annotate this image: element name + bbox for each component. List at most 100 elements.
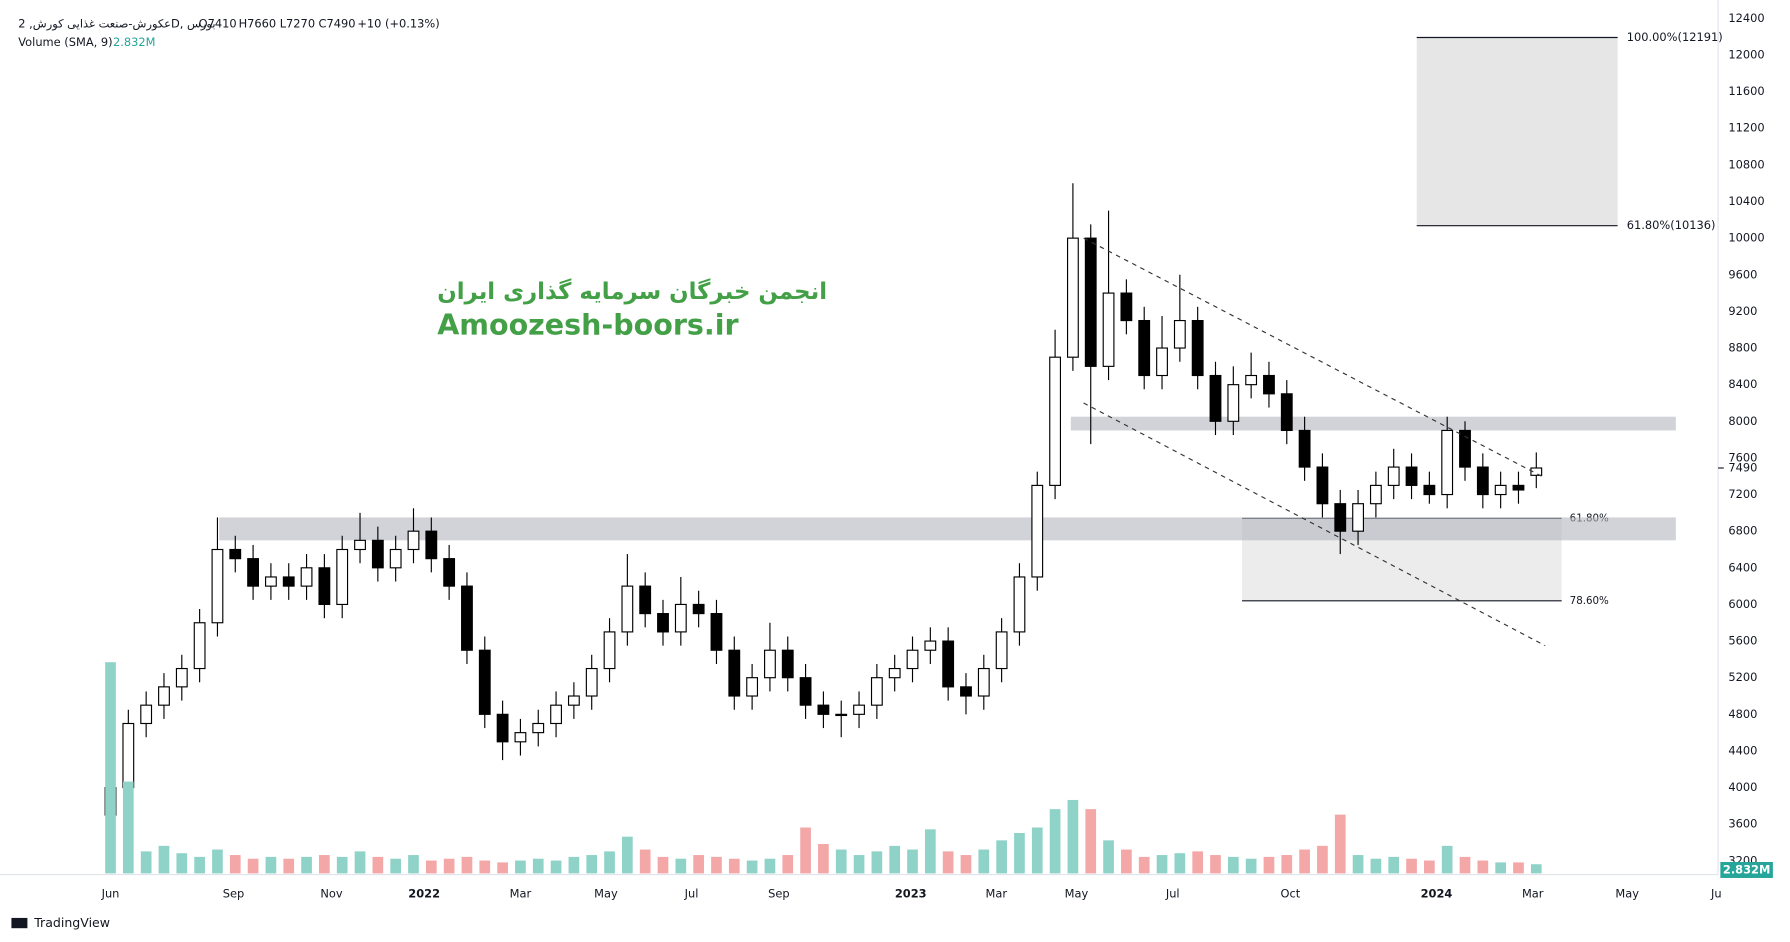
volume-bar: [1192, 851, 1204, 874]
x-tick-label: 2024: [1421, 886, 1453, 900]
candle-body: [1227, 384, 1240, 422]
symbol: عکورش-صنعت غذایی کورش, 2D, بورس: [18, 17, 215, 32]
candle-body: [175, 667, 188, 688]
change-label: +10 (+0.13%): [357, 17, 439, 31]
y-tick-label: 5200: [1728, 670, 1757, 684]
volume-bar: [1174, 853, 1186, 874]
volume-bar: [336, 856, 348, 874]
ohlc-label: O7410: [199, 17, 237, 31]
brand: TradingView: [33, 915, 110, 930]
volume-bar: [354, 851, 366, 874]
zone: [219, 517, 1676, 541]
volume-bar: [425, 860, 437, 874]
candle-body: [710, 613, 723, 651]
trendline: [1083, 237, 1542, 477]
volume-bar: [1263, 856, 1275, 874]
candle-body: [193, 622, 206, 670]
fib-box: [1416, 37, 1618, 226]
candle-body: [1013, 576, 1026, 633]
candle-body: [1031, 484, 1044, 578]
zone: [1070, 416, 1676, 431]
fib-label: 78.60%: [1570, 595, 1609, 607]
volume-bar: [853, 855, 865, 874]
y-tick-label: 6000: [1728, 597, 1757, 611]
x-tick-label: Oct: [1280, 886, 1300, 900]
volume-bar: [212, 849, 223, 874]
candle-body: [1120, 292, 1133, 322]
y-tick-label: 12000: [1728, 47, 1764, 61]
candle-body: [1459, 429, 1471, 468]
candle-body: [888, 667, 901, 679]
volume-bar: [960, 855, 972, 874]
volume-bar: [604, 851, 615, 874]
plot: O7410 H7660 L7270 C7490 +10 (+0.13%)32003600…: [101, 11, 1773, 900]
y-tick-label: 6400: [1728, 560, 1757, 574]
ohlc-label: L7270: [280, 17, 315, 31]
volume-bar: [1424, 860, 1435, 874]
candle-body: [1173, 319, 1186, 349]
volume-bar: [1513, 862, 1524, 874]
volume-bar: [1227, 856, 1239, 874]
x-tick-label: Sep: [223, 886, 245, 900]
candle-body: [1494, 484, 1507, 496]
volume-bar: [996, 840, 1007, 874]
candle-body: [1423, 484, 1436, 496]
candle-body: [603, 631, 616, 670]
volume-bar: [408, 855, 419, 874]
volume-bar: [497, 862, 508, 874]
volume-bar: [907, 849, 918, 874]
volume-bar: [1477, 860, 1489, 874]
y-tick-label: 4400: [1728, 743, 1757, 757]
x-tick-label: May: [1615, 886, 1639, 900]
candle-body: [1352, 503, 1364, 532]
candle-body: [746, 677, 759, 697]
brand-logo: [11, 917, 28, 929]
fib-label: 61.80%(10136): [1627, 218, 1716, 232]
volume-bar: [1031, 827, 1043, 874]
volume-bar: [105, 662, 116, 874]
volume-bar: [1085, 809, 1097, 874]
volume-bar: [319, 855, 330, 874]
x-tick-label: Mar: [986, 886, 1008, 900]
volume-bar: [1210, 855, 1221, 874]
y-tick-label: 10800: [1728, 157, 1764, 171]
candle-body: [657, 613, 669, 633]
volume-bar: [247, 858, 259, 874]
y-tick-label: 11600: [1728, 84, 1764, 98]
volume-bar: [140, 851, 152, 874]
candle-body: [211, 548, 224, 624]
volume-bar: [301, 856, 312, 874]
volume-bar: [924, 829, 936, 874]
x-tick-label: Mar: [510, 886, 532, 900]
volume-bar: [443, 858, 455, 874]
volume-bar: [657, 856, 669, 874]
candle-body: [550, 704, 562, 725]
volume-bar: [158, 845, 170, 874]
y-tick-label: 12400: [1728, 11, 1764, 25]
volume-bar: [1459, 856, 1471, 874]
candle-body: [532, 722, 545, 734]
volume-bar: [1121, 849, 1132, 874]
candle-body: [1369, 484, 1382, 505]
candle-body: [1245, 374, 1258, 386]
y-tick-label: 7200: [1728, 487, 1757, 501]
volume-bar: [1299, 849, 1310, 874]
candle-body: [1209, 374, 1222, 422]
x-tick-label: Jun: [101, 886, 120, 900]
fib-label: 100.00%(12191): [1627, 30, 1723, 44]
volume-bar: [978, 849, 990, 874]
volume-bar: [764, 858, 776, 874]
candle-body: [674, 603, 687, 633]
y-tick-label: 9200: [1728, 304, 1757, 318]
x-tick-label: Sep: [768, 886, 790, 900]
volume-badge: [1720, 861, 1773, 878]
candle-body: [1084, 237, 1097, 367]
volume-bar: [568, 856, 580, 874]
candle-body: [1049, 356, 1062, 486]
y-tick-label: 4000: [1728, 780, 1757, 794]
candle-body: [354, 539, 366, 551]
candle-body: [496, 713, 509, 743]
volume-bar: [871, 851, 883, 874]
